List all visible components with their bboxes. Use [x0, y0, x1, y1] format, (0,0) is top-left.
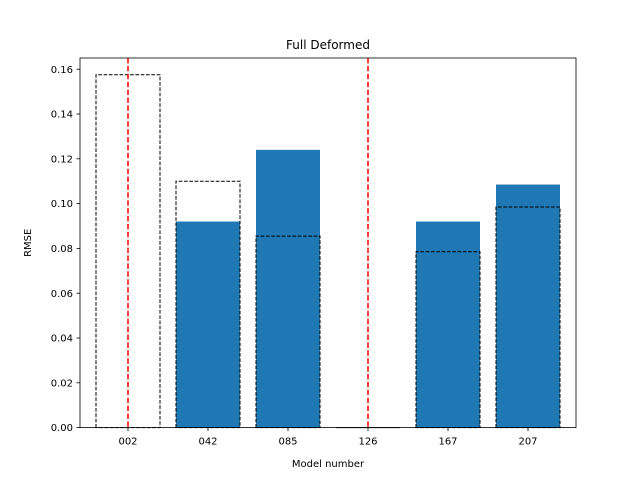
- y-tick-label: 0.16: [51, 65, 73, 76]
- bar-filled-207: [496, 184, 560, 428]
- x-axis-ticks: 002 042 085 126 167 207: [118, 427, 538, 448]
- x-tick-label: 002: [118, 437, 137, 448]
- y-tick-label: 0.06: [51, 289, 73, 300]
- bar-filled-167: [416, 221, 480, 428]
- x-tick-label: 167: [438, 437, 457, 448]
- y-tick-label: 0.02: [51, 378, 73, 389]
- reference-lines: [127, 58, 369, 428]
- y-tick-label: 0.04: [51, 334, 73, 345]
- bar-filled-085: [256, 149, 320, 428]
- y-axis-label: RMSE: [23, 229, 34, 257]
- x-tick-label: 042: [198, 437, 217, 448]
- y-tick-label: 0.10: [51, 199, 73, 210]
- y-axis-ticks: 0.00 0.02 0.04 0.06 0.08 0.10 0.12 0.14 0.16: [51, 65, 80, 434]
- y-tick-label: 0.14: [51, 110, 73, 121]
- plot-frame: [79, 57, 577, 429]
- filled-bars: [176, 149, 560, 428]
- x-tick-label: 207: [518, 437, 537, 448]
- x-axis-label: Model number: [292, 459, 365, 470]
- x-tick-label: 126: [358, 437, 377, 448]
- y-tick-label: 0.12: [51, 154, 73, 165]
- y-tick-label: 0.08: [51, 244, 73, 255]
- outline-bars: [95, 74, 561, 429]
- x-tick-label: 085: [278, 437, 297, 448]
- bar-filled-042: [176, 221, 240, 428]
- y-tick-label: 0.00: [51, 423, 73, 434]
- chart-title: Full Deformed: [286, 38, 370, 52]
